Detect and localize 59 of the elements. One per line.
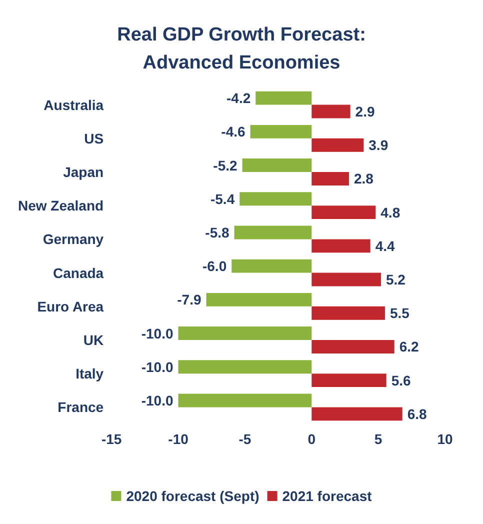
bar	[312, 104, 350, 118]
y-tick-label: Italy	[76, 366, 104, 382]
y-tick-label: Australia	[44, 96, 104, 113]
bar	[312, 374, 386, 388]
bar	[312, 138, 364, 152]
data-label: 6.2	[399, 338, 419, 355]
bar	[250, 124, 312, 138]
chart-title: Real GDP Growth Forecast: Advanced Economies	[117, 24, 366, 74]
y-tick-label: Euro Area	[37, 298, 104, 314]
bar	[178, 394, 312, 408]
data-label: 3.9	[368, 137, 388, 154]
data-label: -7.9	[177, 292, 202, 308]
x-tick-label: -10	[168, 431, 189, 447]
data-label: -5.4	[210, 190, 235, 207]
data-label: -4.2	[226, 90, 251, 106]
y-tick-label: Germany	[42, 231, 104, 248]
data-label: 4.4	[375, 238, 395, 254]
bar	[312, 239, 370, 253]
bar	[234, 226, 312, 240]
legend-label: 2020 forecast (Sept)	[126, 488, 260, 504]
bar	[206, 292, 312, 306]
y-tick-label: US	[84, 130, 104, 146]
bar	[232, 259, 312, 273]
bar	[242, 158, 312, 172]
data-label: 6.8	[407, 406, 427, 422]
bar	[312, 340, 394, 354]
data-label: -10.0	[141, 358, 174, 375]
y-tick-label: New Zealand	[18, 198, 104, 214]
data-label: -4.6	[221, 124, 246, 140]
data-label: 2.8	[354, 170, 374, 187]
data-label: 5.5	[390, 305, 410, 322]
bar	[178, 360, 312, 374]
legend-label: 2021 forecast	[282, 488, 372, 504]
y-tick-label: Japan	[63, 164, 104, 180]
bar	[312, 272, 381, 286]
data-label: -5.2	[213, 157, 238, 174]
y-tick-label: UK	[83, 332, 104, 348]
data-label: -6.0	[202, 258, 227, 274]
x-tick-label: -15	[101, 431, 122, 447]
bar	[178, 326, 312, 340]
data-label: 5.6	[391, 372, 411, 388]
data-label: 5.2	[386, 272, 406, 288]
bar	[256, 91, 312, 105]
data-label: -10.0	[141, 325, 174, 342]
y-tick-label: Canada	[53, 264, 104, 281]
bar	[312, 407, 402, 421]
x-tick-label: 10	[437, 431, 453, 447]
bar	[312, 206, 376, 220]
data-label: 2.9	[355, 104, 375, 120]
bar	[312, 172, 349, 186]
x-tick-label: 0	[308, 431, 316, 447]
x-tick-label: -5	[238, 431, 252, 447]
bar	[312, 306, 385, 320]
y-tick-label: France	[58, 399, 104, 416]
x-tick-label: 5	[374, 431, 382, 447]
data-label: -10.0	[141, 392, 174, 408]
bar	[240, 192, 312, 206]
data-label: -5.8	[205, 224, 230, 240]
data-label: 4.8	[380, 204, 400, 220]
